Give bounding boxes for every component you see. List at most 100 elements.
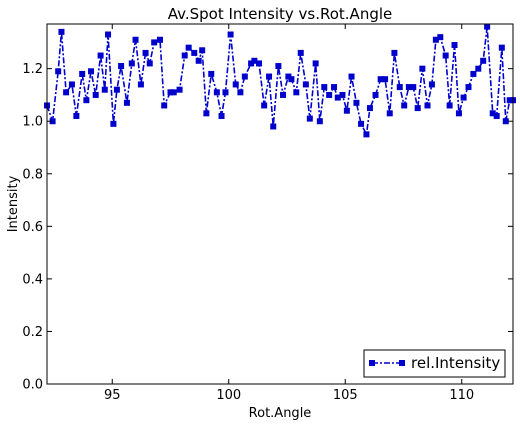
- x-tick-label: 110: [449, 388, 474, 403]
- data-point: [170, 89, 177, 96]
- data-point: [203, 110, 210, 117]
- data-point: [363, 131, 370, 138]
- chart-title: Av.Spot Intensity vs.Rot.Angle: [168, 5, 393, 23]
- data-point: [227, 31, 234, 38]
- data-point: [451, 42, 458, 49]
- data-point: [142, 49, 149, 56]
- data-point: [88, 68, 95, 75]
- y-tick-label: 1.0: [22, 115, 43, 130]
- legend-marker-left: [369, 360, 375, 366]
- data-point: [331, 84, 338, 91]
- data-point: [312, 60, 319, 67]
- data-point: [118, 63, 125, 70]
- data-point: [442, 52, 449, 59]
- data-point: [437, 34, 444, 41]
- plot-frame: [46, 23, 514, 385]
- data-point: [58, 28, 65, 35]
- data-point: [470, 70, 477, 77]
- data-point: [382, 76, 389, 83]
- y-tick-label: 0.8: [22, 167, 43, 182]
- data-point: [110, 120, 117, 127]
- data-point: [348, 73, 355, 80]
- y-tick-label: 0.6: [22, 220, 43, 235]
- legend-marker-right: [399, 360, 405, 366]
- data-point: [321, 84, 328, 91]
- data-point: [232, 81, 239, 88]
- x-tick-label: 100: [216, 388, 241, 403]
- data-point: [55, 68, 62, 75]
- data-point: [297, 49, 304, 56]
- data-point: [185, 44, 192, 51]
- data-point: [489, 110, 496, 117]
- data-point: [113, 86, 120, 93]
- data-point: [132, 36, 139, 43]
- data-point: [241, 73, 248, 80]
- data-point: [493, 112, 500, 119]
- data-point: [191, 49, 198, 56]
- legend: rel.Intensity: [363, 349, 506, 378]
- data-point: [391, 49, 398, 56]
- data-point: [396, 84, 403, 91]
- data-point: [386, 110, 393, 117]
- data-point: [128, 60, 135, 67]
- data-point: [334, 94, 341, 101]
- data-point: [465, 84, 472, 91]
- data-point: [343, 107, 350, 114]
- data-point: [475, 65, 482, 72]
- plot-area: [44, 23, 516, 138]
- data-point: [414, 105, 421, 112]
- data-point: [410, 84, 417, 91]
- data-point: [293, 89, 300, 96]
- data-point: [195, 57, 202, 64]
- data-point: [63, 89, 70, 96]
- data-point: [105, 31, 112, 38]
- data-point: [401, 102, 408, 109]
- data-point: [176, 86, 183, 93]
- data-point: [285, 73, 292, 80]
- data-point: [73, 112, 80, 119]
- data-point: [432, 36, 439, 43]
- data-point: [151, 39, 158, 46]
- x-tick-label: 105: [333, 388, 358, 403]
- data-point: [280, 91, 287, 98]
- data-point: [92, 91, 99, 98]
- data-point: [275, 63, 282, 70]
- data-point: [83, 97, 90, 104]
- data-point: [484, 23, 491, 30]
- data-point: [199, 47, 206, 54]
- data-point: [339, 91, 346, 98]
- y-tick-label: 0.2: [22, 325, 43, 340]
- y-axis: 0.0 0.2 0.4 0.6 0.8 1.0 1.2: [22, 62, 513, 393]
- data-point: [405, 84, 412, 91]
- data-point: [480, 57, 487, 64]
- data-point: [266, 73, 273, 80]
- data-point: [302, 81, 309, 88]
- data-point: [372, 91, 379, 98]
- x-axis: 95 100 105 110: [104, 24, 474, 403]
- data-point: [97, 52, 104, 59]
- data-point: [222, 89, 229, 96]
- data-point: [208, 70, 215, 77]
- data-point: [68, 81, 75, 88]
- data-point: [366, 105, 373, 112]
- data-point: [428, 81, 435, 88]
- data-point: [123, 99, 130, 106]
- x-tick-label: 95: [104, 388, 121, 403]
- data-point: [506, 97, 513, 104]
- data-point: [455, 110, 462, 117]
- data-point: [446, 102, 453, 109]
- data-point: [261, 102, 268, 109]
- data-point: [79, 70, 86, 77]
- data-point: [326, 91, 333, 98]
- legend-label: rel.Intensity: [411, 354, 500, 372]
- data-point: [353, 99, 360, 106]
- y-tick-label: 0.0: [22, 378, 43, 393]
- y-tick-label: 1.2: [22, 62, 43, 77]
- data-point: [248, 60, 255, 67]
- data-point: [460, 94, 467, 101]
- data-point: [251, 57, 258, 64]
- data-point: [213, 89, 220, 96]
- data-point: [49, 118, 56, 125]
- data-point: [498, 44, 505, 51]
